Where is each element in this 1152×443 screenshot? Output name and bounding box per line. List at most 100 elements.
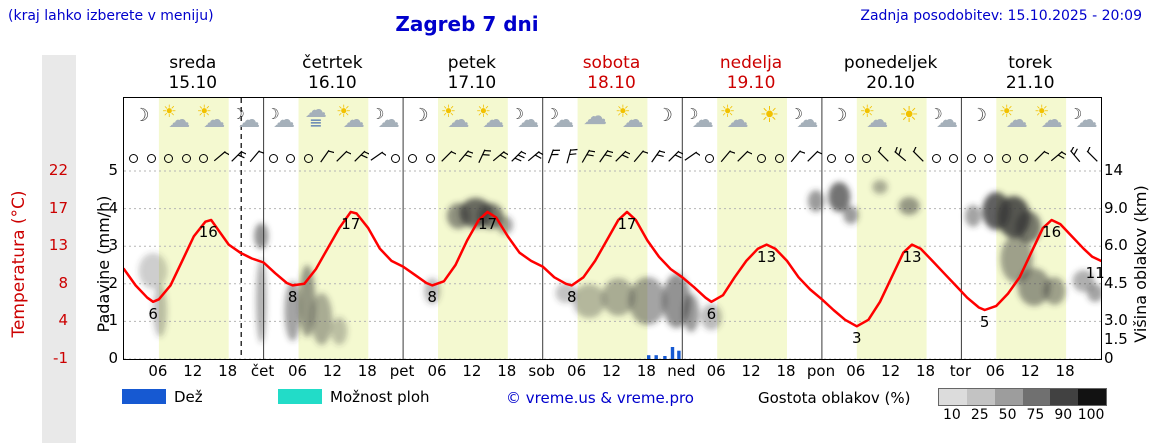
cloud-icon: ☁ — [447, 108, 470, 133]
wind-calm-icon — [949, 154, 959, 163]
wind-calm-icon — [844, 154, 854, 163]
copyright-link[interactable]: © vreme.us & vreme.pro — [506, 389, 694, 407]
density-scale-label: 75 — [1026, 407, 1045, 423]
moon-icon: ☽ — [370, 105, 385, 123]
rain-bar — [670, 347, 675, 359]
weather-icon-sun-cloud: ☀ ☁ — [440, 102, 472, 137]
moon-icon: ☽ — [656, 105, 673, 126]
wind-barb-icon — [508, 147, 528, 165]
sun-icon: ☀ — [999, 102, 1015, 122]
wind-barb-icon — [333, 147, 353, 165]
temp-axis-tick: 22 — [48, 161, 68, 179]
cloud-icon: ☁ — [936, 108, 958, 133]
temp-axis-tick: 4 — [58, 311, 68, 330]
wind-barb-icon — [909, 145, 927, 165]
wind-barb-icon — [630, 147, 650, 165]
weather-icon-sun-cloud: ☀ ☁ — [614, 102, 646, 137]
cloud-density-label: Gostota oblakov (%) — [758, 389, 911, 407]
cloud-icon: ☁ — [1005, 108, 1028, 133]
cloud-icon: ☁ — [621, 108, 644, 133]
time-tick-label: 06 — [148, 362, 168, 380]
sun-icon: ☀ — [1034, 102, 1050, 122]
day-name: sreda — [169, 53, 217, 73]
wind-barb-icon — [612, 147, 633, 165]
temp-axis-tick: 17 — [48, 198, 68, 217]
density-segment — [939, 389, 968, 405]
cloud-axis-tick: 6.0 — [1104, 236, 1128, 255]
sun-icon: ☀ — [615, 102, 631, 122]
cloud-icon: ☁ — [238, 108, 261, 133]
weather-icon-sun: ☀ — [893, 103, 925, 137]
sun-icon: ☀ — [475, 102, 492, 122]
temp-extreme-label: 16 — [198, 223, 218, 241]
cloud-icon: ☁ — [726, 108, 749, 133]
weather-icon-sun-cloud: ☀ ☁ — [335, 102, 367, 137]
day-header: ponedeljek 20.10 — [821, 53, 961, 93]
cloud-icon: ☁ — [691, 108, 714, 133]
precip-axis-tick: 0 — [108, 349, 118, 367]
wind-calm-icon — [146, 154, 156, 163]
moon-icon: ☽ — [412, 105, 429, 126]
wind-calm-icon — [181, 154, 191, 163]
density-scale-label: 50 — [998, 407, 1017, 423]
temp-extreme-label: 13 — [902, 247, 922, 266]
rain-bar — [663, 356, 667, 359]
temp-extreme-label: 5 — [979, 313, 990, 331]
moon-icon: ☽ — [929, 105, 943, 123]
weather-icon-moon: ☽ — [125, 103, 157, 137]
density-segment — [966, 389, 996, 405]
temp-extreme-label: 17 — [617, 214, 637, 233]
cloud-icon: ☁ — [203, 108, 226, 133]
weather-icon-moon: ☽ — [823, 103, 855, 137]
temp-extreme-label: 8 — [427, 288, 437, 307]
rain-bar — [647, 355, 651, 359]
precip-axis-tick: 2 — [108, 273, 118, 292]
temp-extreme-label: 13 — [757, 247, 777, 266]
wind-barb-icon — [525, 147, 545, 165]
wind-calm-icon — [984, 154, 994, 163]
daytime-band — [856, 98, 927, 359]
time-tick-label: 18 — [357, 362, 377, 380]
density-segment — [1078, 389, 1106, 405]
temp-extreme-label: 16 — [1042, 223, 1062, 241]
wind-calm-icon — [1019, 154, 1028, 163]
wind-barb-icon — [891, 145, 909, 165]
chart-canvas — [124, 98, 1101, 359]
weather-icon-moon-cloud: ☽ ☁ — [544, 103, 576, 137]
time-tick-label: 18 — [776, 362, 796, 380]
density-scale-label: 100 — [1077, 407, 1105, 423]
time-tick-label: 18 — [218, 362, 238, 380]
day-name: četrtek — [302, 53, 363, 73]
day-date: 17.10 — [447, 73, 497, 93]
weather-icon-moon-cloud: ☽ ☁ — [230, 103, 262, 137]
density-segment — [1050, 389, 1079, 405]
weather-icon-sun-cloud: ☀ ☁ — [1033, 102, 1065, 137]
wind-barb-icon — [473, 147, 492, 165]
temp-extreme-label: 11 — [1085, 263, 1105, 282]
temp-extreme-label: 6 — [706, 304, 717, 323]
wind-calm-icon — [408, 154, 418, 163]
moon-icon: ☽ — [789, 105, 804, 123]
day-abbr-label: sob — [528, 362, 555, 380]
wind-barb-icon — [787, 147, 807, 165]
weather-icon-moon-cloud: ☽ ☁ — [1068, 103, 1100, 137]
daytime-band — [717, 98, 787, 359]
sun-icon: ☀ — [196, 102, 212, 122]
sun-icon: ☀ — [759, 103, 780, 128]
cloud-icon: ☁ — [168, 108, 191, 133]
precip-axis-tick: 4 — [108, 198, 118, 217]
time-tick-label: 12 — [601, 362, 622, 380]
wind-calm-icon — [1001, 154, 1011, 163]
day-header: sobota 18.10 — [542, 53, 682, 93]
time-tick-label: 18 — [497, 362, 517, 380]
day-abbr-label: ned — [667, 362, 696, 380]
weather-icon-moon: ☽ — [649, 103, 681, 137]
weather-icon-moon-cloud: ☽ ☁ — [370, 103, 402, 137]
wind-barb-icon — [1048, 147, 1069, 165]
wind-barb-icon — [560, 147, 578, 165]
wind-barb-icon — [1066, 145, 1084, 165]
time-tick-label: 12 — [1020, 362, 1040, 380]
wind-calm-icon — [774, 154, 784, 163]
moon-icon: ☽ — [266, 105, 280, 123]
